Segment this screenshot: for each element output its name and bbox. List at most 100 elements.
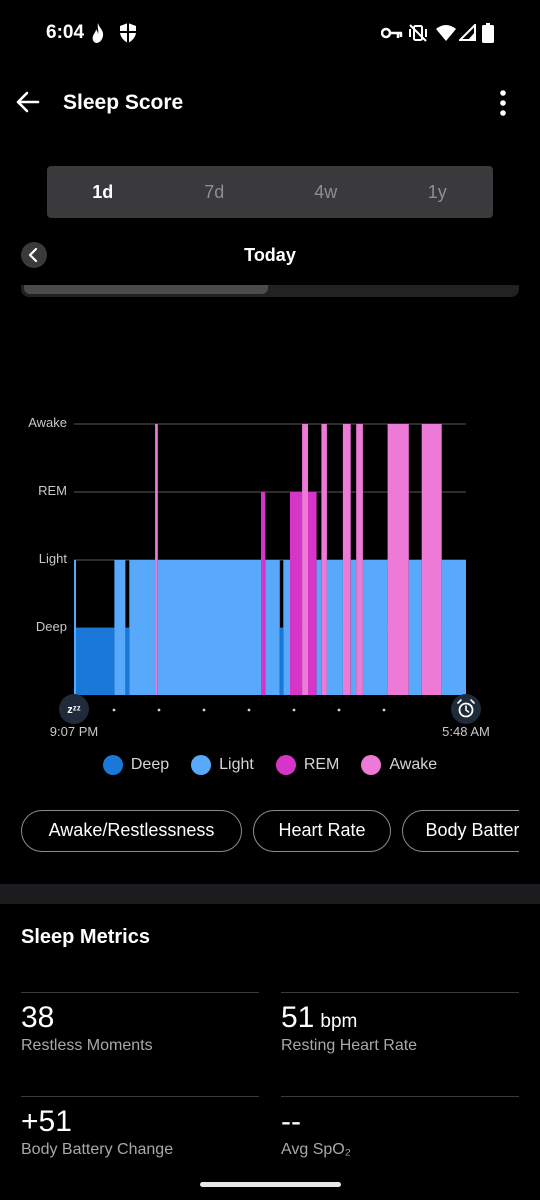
y-tick-label-light: Light <box>39 551 68 566</box>
metric-label: Restless Moments <box>21 1037 153 1054</box>
sleep-segment-deep <box>125 628 130 695</box>
sleep-segment-light <box>408 560 422 695</box>
legend-label-deep: Deep <box>130 756 170 773</box>
sleep-segment-awake <box>302 424 308 695</box>
home-indicator[interactable] <box>200 1182 341 1187</box>
card-scroll-track[interactable] <box>21 285 519 297</box>
sleep-segment-light <box>350 560 357 695</box>
metric-body-battery-change: +51 Body Battery Change <box>21 1096 259 1176</box>
legend-swatch-deep <box>102 755 123 775</box>
sleep-segment-deep <box>279 628 284 695</box>
sleep-segment-rem <box>261 492 266 695</box>
legend-item-light: Light <box>191 752 254 778</box>
sleep-segment-rem <box>290 492 303 695</box>
flame-icon <box>90 22 106 49</box>
metric-resting-heart-rate: 51 bpm Resting Heart Rate <box>281 992 519 1092</box>
vpn-key-icon <box>380 26 403 45</box>
back-button[interactable] <box>10 84 46 120</box>
sleep-segment-awake <box>421 424 442 695</box>
legend-label-light: Light <box>219 756 254 773</box>
metric-value: +51 <box>21 1105 72 1138</box>
back-arrow-icon <box>16 91 40 113</box>
time-tick <box>157 708 161 712</box>
sleep-segment-deep <box>76 628 115 695</box>
date-navigation: Today <box>0 236 540 276</box>
metric-value: 38 <box>21 1001 55 1034</box>
more-vertical-icon <box>500 90 506 116</box>
sleep-segment-light <box>326 560 343 695</box>
status-time: 6:04 <box>46 22 85 43</box>
sleep-segment-light <box>114 560 126 695</box>
legend-label-rem: REM <box>303 756 340 773</box>
sleep-segment-awake <box>155 424 158 695</box>
wifi-icon <box>436 24 456 46</box>
time-tick <box>112 708 116 712</box>
vibrate-off-icon <box>408 23 428 48</box>
legend-item-awake: Awake <box>361 752 437 778</box>
tab-4w[interactable]: 4w <box>314 182 338 202</box>
tab-7d[interactable]: 7d <box>204 182 225 202</box>
sleep-stage-chart: Awake REM Light Deep zᶻᶻ 9:07 PM 5:48 AM <box>28 415 490 739</box>
metric-avg-spo2: -- Avg SpO₂ <box>281 1096 519 1176</box>
sleep-segment-light <box>362 560 388 695</box>
alarm-clock-icon <box>451 694 481 724</box>
time-tick <box>292 708 296 712</box>
section-divider <box>0 884 540 904</box>
y-tick-label-deep: Deep <box>36 619 67 634</box>
metric-label: Resting Heart Rate <box>281 1037 418 1054</box>
sleep-segment-light <box>283 560 290 695</box>
metric-label: Avg SpO₂ <box>281 1141 351 1158</box>
legend-swatch-awake <box>361 755 382 775</box>
legend-item-rem: REM <box>275 752 340 778</box>
y-tick-label-rem: REM <box>38 483 67 498</box>
sleep-segment-light <box>316 560 322 695</box>
chip-awake-restlessness[interactable]: Awake/Restlessness <box>21 810 242 852</box>
time-tick <box>382 708 386 712</box>
shield-icon <box>118 22 138 49</box>
sleep-segment-awake <box>321 424 327 695</box>
sleep-segment-light <box>441 560 466 695</box>
sleep-segment-awake <box>387 424 409 695</box>
date-label: Today <box>244 245 296 265</box>
sleep-segment-rem <box>308 492 317 695</box>
tab-1d[interactable]: 1d <box>92 182 114 202</box>
sleep-segment-light <box>129 560 156 695</box>
time-tick <box>247 708 251 712</box>
signal-icon <box>457 22 476 46</box>
page-title: Sleep Score <box>63 91 184 114</box>
sleep-segment-light <box>157 560 261 695</box>
tab-1y[interactable]: 1y <box>427 182 447 202</box>
legend-label-awake: Awake <box>389 756 438 773</box>
x-label-start: 9:07 PM <box>50 724 98 739</box>
sleep-segment-awake <box>356 424 363 695</box>
legend-swatch-rem <box>275 755 296 775</box>
sleep-segment-awake <box>342 424 351 695</box>
chevron-left-icon <box>28 247 38 263</box>
y-tick-label-awake: Awake <box>28 415 67 430</box>
sleep-zzz-icon: zᶻᶻ <box>59 694 89 724</box>
battery-icon <box>482 23 494 48</box>
overlay-chip-row: Awake/Restlessness Heart Rate Body Batte… <box>21 810 519 854</box>
metric-unit: bpm <box>320 1011 358 1032</box>
more-options-button[interactable] <box>490 86 516 120</box>
svg-text:zᶻᶻ: zᶻᶻ <box>67 704 80 716</box>
metric-label: Body Battery Change <box>21 1141 174 1158</box>
x-label-end: 5:48 AM <box>442 724 490 739</box>
sleep-segment-light <box>74 560 76 695</box>
metric-value: 51 <box>281 1001 315 1034</box>
chip-body-battery[interactable]: Body Battery <box>402 810 519 852</box>
time-tick <box>337 708 341 712</box>
sleep-metrics-title: Sleep Metrics <box>21 926 150 948</box>
metric-value: -- <box>281 1105 301 1138</box>
legend-swatch-light <box>191 755 212 775</box>
sleep-segment-light <box>265 560 280 695</box>
chart-legend: Deep Light REM Awake <box>0 752 540 778</box>
legend-item-deep: Deep <box>102 752 170 778</box>
chip-heart-rate[interactable]: Heart Rate <box>253 810 391 852</box>
previous-day-button[interactable] <box>21 242 47 268</box>
time-tick <box>202 708 206 712</box>
card-scroll-thumb[interactable] <box>24 285 268 294</box>
status-bar: 6:04 <box>0 0 540 68</box>
app-bar: Sleep Score <box>0 72 540 134</box>
period-tabs: 1d 7d 4w 1y <box>47 166 493 218</box>
